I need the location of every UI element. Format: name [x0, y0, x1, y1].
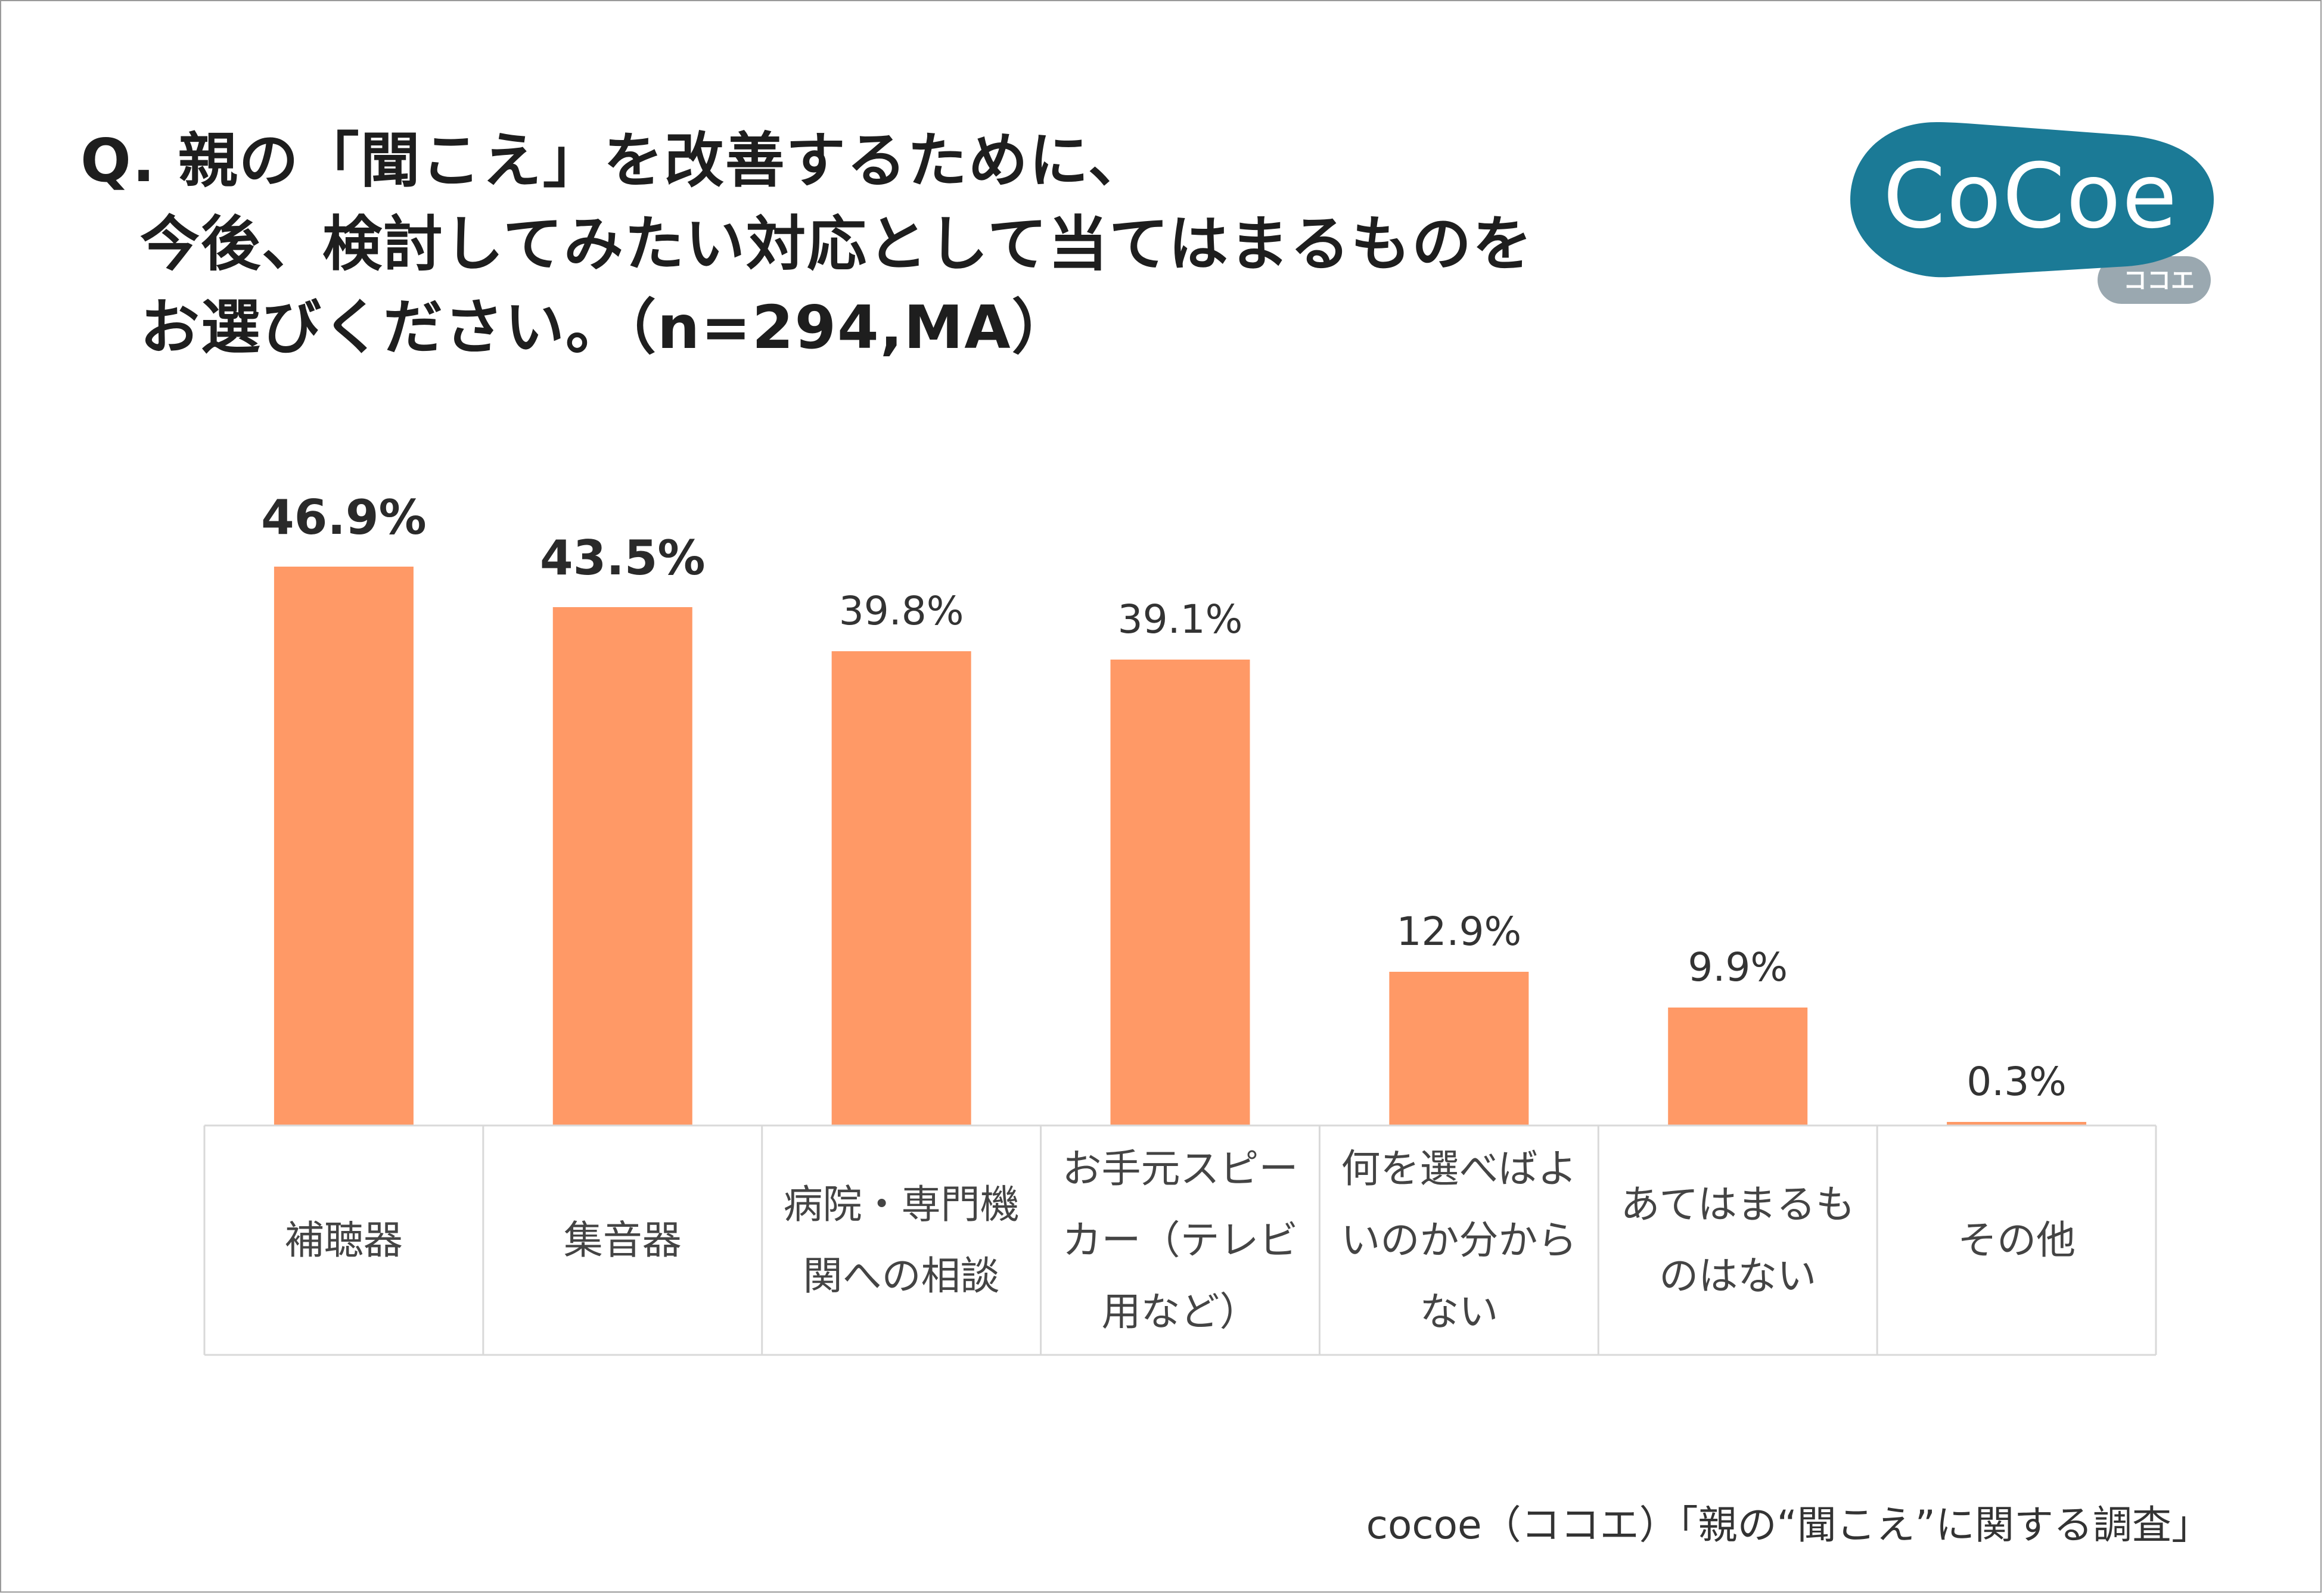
- logo-badge: [1850, 122, 2214, 278]
- cocoe-logo: CoCoe ココエ: [1847, 110, 2217, 313]
- category-label-line: 集音器: [563, 1217, 682, 1263]
- logo-subtext: ココエ: [2123, 267, 2195, 294]
- category-label-line: その他: [1958, 1217, 2076, 1263]
- bar-3: [831, 651, 971, 1125]
- category-label-line: 用など）: [1101, 1288, 1259, 1335]
- value-label-5: 12.9%: [1397, 909, 1522, 954]
- logo-shape: [1850, 122, 2214, 304]
- category-label-5: 何を選べばよ いのか分から ない: [1319, 1125, 1598, 1355]
- value-label-3: 39.8%: [839, 588, 964, 634]
- bar-7: [1947, 1122, 2087, 1125]
- question-line-1: Q. 親の「聞こえ」を改善するために、: [80, 126, 1149, 195]
- question-title: Q. 親の「聞こえ」を改善するために、 今後、検討してみたい対応として当てはまる…: [80, 119, 1809, 369]
- category-label-line: 何を選べばよ: [1341, 1145, 1577, 1192]
- category-label-6: あてはまるも のはない: [1598, 1125, 1877, 1355]
- category-label-line: のはない: [1659, 1252, 1817, 1299]
- category-label-line: 補聴器: [284, 1217, 403, 1263]
- bar-6: [1668, 1008, 1808, 1125]
- category-label-line: カー（テレビ: [1062, 1217, 1298, 1263]
- category-label-2: 集音器: [483, 1125, 762, 1355]
- bar-5: [1389, 972, 1529, 1125]
- source-note: cocoe（ココエ）「親の“聞こえ”に関する調査」: [1366, 1502, 2211, 1548]
- bar-4: [1110, 660, 1250, 1125]
- category-label-line: 病院・専門機: [783, 1181, 1020, 1227]
- bar-2: [552, 607, 692, 1125]
- logo-sub-pill: [2098, 256, 2211, 304]
- question-line-2: 今後、検討してみたい対応として当てはまるものを: [140, 209, 1533, 279]
- bar-1: [274, 567, 414, 1125]
- value-label-1: 46.9%: [261, 490, 427, 545]
- category-label-3: 病院・専門機 関への相談: [762, 1125, 1041, 1355]
- value-label-2: 43.5%: [540, 530, 706, 586]
- category-label-line: ない: [1419, 1288, 1499, 1335]
- category-label-4: お手元スピー カー（テレビ 用など）: [1041, 1125, 1320, 1355]
- category-label-line: お手元スピー: [1062, 1145, 1298, 1192]
- value-label-4: 39.1%: [1118, 596, 1243, 642]
- category-labels: 補聴器 集音器 病院・専門機 関への相談 お手元スピー カー（テレビ 用など） 何を選べばよい…: [204, 1125, 2156, 1355]
- category-label-line: いのか分から: [1341, 1217, 1577, 1263]
- category-label-1: 補聴器: [204, 1125, 483, 1355]
- value-label-7: 0.3%: [1966, 1059, 2067, 1105]
- category-label-7: その他: [1877, 1125, 2156, 1355]
- category-label-line: あてはまるも: [1620, 1181, 1855, 1227]
- value-label-6: 9.9%: [1688, 944, 1788, 990]
- question-line-3: お選びください。（n=294,MA）: [140, 293, 1073, 362]
- logo-wordmark: CoCoe: [1883, 145, 2179, 248]
- category-label-line: 関への相談: [803, 1252, 1000, 1299]
